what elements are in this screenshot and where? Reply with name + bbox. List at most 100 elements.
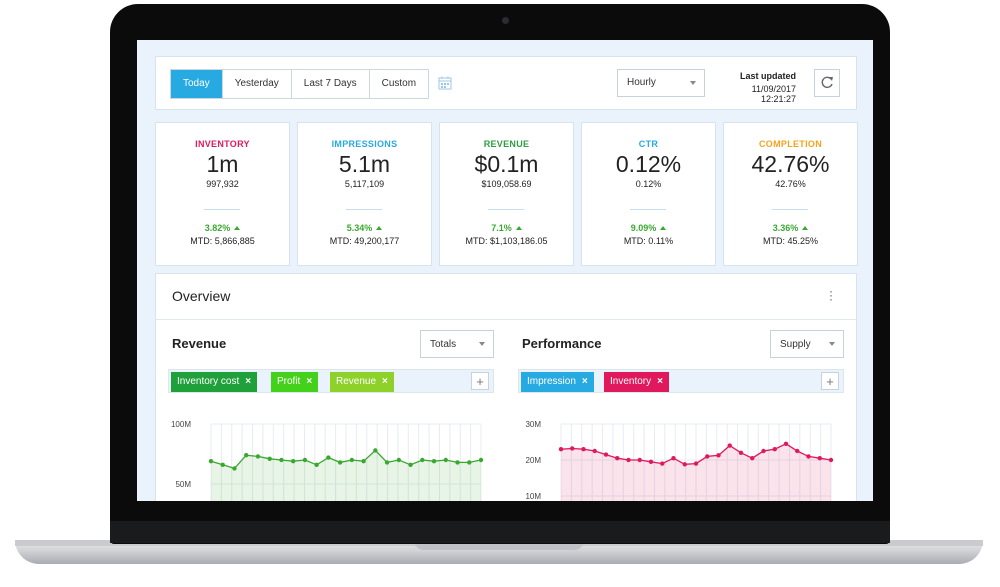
kpi-mtd: MTD: 5,866,885 — [190, 236, 255, 246]
revenue-chart: 100M 50M — [171, 420, 484, 501]
kpi-change: 5.34% — [298, 223, 431, 233]
data-point[interactable] — [603, 452, 609, 457]
overview-title: Overview — [172, 288, 231, 304]
data-point[interactable] — [384, 460, 390, 465]
add-metric-button[interactable]: + — [471, 372, 489, 390]
tag-inventory-cost[interactable]: Inventory cost × — [171, 372, 258, 392]
close-icon[interactable]: × — [382, 376, 388, 387]
data-point[interactable] — [592, 448, 597, 454]
kpi-change: 3.82% — [156, 223, 289, 233]
range-yesterday-button[interactable]: Yesterday — [222, 70, 292, 98]
tag-revenue[interactable]: Revenue × — [330, 372, 394, 392]
kpi-value: 0.12% — [615, 151, 682, 177]
kpi-change: 7.1% — [440, 223, 573, 233]
data-point[interactable] — [431, 459, 437, 464]
data-point[interactable] — [279, 457, 284, 463]
kpi-mtd: MTD: 49,200,177 — [329, 236, 400, 246]
kpi-exact-value: 0.12% — [635, 179, 662, 189]
kpi-card-ctr: CTR 0.12% 0.12% 9.09% MTD: 0.11% — [581, 122, 716, 266]
data-point[interactable] — [671, 456, 676, 461]
data-point[interactable] — [682, 462, 687, 467]
data-point[interactable] — [705, 454, 710, 459]
tag-label: Inventory cost — [177, 376, 240, 387]
data-point[interactable] — [750, 456, 755, 461]
data-point[interactable] — [420, 457, 425, 463]
revenue-totals-select[interactable]: Totals — [420, 330, 494, 358]
kpi-change: 3.36% — [724, 223, 857, 233]
data-point[interactable] — [783, 441, 789, 446]
data-point[interactable] — [326, 455, 331, 460]
data-point[interactable] — [581, 447, 586, 452]
calendar-icon[interactable] — [438, 76, 452, 90]
close-icon[interactable]: × — [245, 376, 252, 387]
toolbar: Today Yesterday Last 7 Days Custom Hourl… — [155, 56, 857, 110]
kpi-mtd: MTD: 45.25% — [762, 236, 819, 246]
data-point[interactable] — [255, 454, 261, 459]
performance-supply-select[interactable]: Supply — [770, 330, 844, 358]
close-icon[interactable]: × — [306, 376, 313, 387]
data-point[interactable] — [337, 460, 343, 465]
data-point[interactable] — [558, 447, 564, 452]
data-point[interactable] — [349, 457, 355, 463]
kpi-title: CTR — [638, 139, 659, 149]
divider — [630, 209, 666, 210]
data-point[interactable] — [626, 457, 631, 463]
close-icon[interactable]: × — [657, 376, 663, 387]
data-point[interactable] — [660, 461, 665, 466]
data-point[interactable] — [795, 448, 800, 454]
data-point[interactable] — [693, 461, 699, 466]
data-point[interactable] — [361, 459, 366, 464]
chevron-down-icon — [479, 342, 485, 346]
data-point[interactable] — [615, 456, 620, 461]
more-options-icon[interactable]: · · · — [829, 284, 833, 306]
kpi-change-value: 7.1% — [491, 223, 512, 233]
data-point[interactable] — [267, 456, 272, 461]
range-last-7-days-button[interactable]: Last 7 Days — [291, 70, 370, 98]
data-point[interactable] — [738, 450, 744, 455]
data-point[interactable] — [828, 457, 834, 463]
data-point[interactable] — [220, 462, 225, 467]
kpi-change-value: 3.36% — [772, 223, 799, 233]
data-point[interactable] — [648, 459, 654, 464]
divider — [488, 209, 524, 210]
data-point[interactable] — [637, 457, 642, 463]
data-point[interactable] — [761, 448, 766, 454]
refresh-button[interactable] — [814, 69, 840, 97]
data-point[interactable] — [806, 454, 811, 459]
refresh-icon — [821, 76, 833, 89]
data-point[interactable] — [290, 459, 296, 464]
data-point[interactable] — [467, 460, 472, 465]
data-point[interactable] — [244, 453, 249, 458]
range-custom-button[interactable]: Custom — [369, 70, 429, 98]
data-point[interactable] — [232, 466, 237, 471]
range-today-button[interactable]: Today — [171, 70, 223, 98]
data-point[interactable] — [727, 443, 732, 448]
data-point[interactable] — [772, 447, 777, 452]
tag-label: Impression — [527, 376, 576, 387]
data-point[interactable] — [314, 462, 319, 467]
interval-select[interactable]: Hourly — [617, 69, 705, 97]
data-point[interactable] — [443, 457, 448, 463]
kpi-mtd: MTD: $1,103,186.05 — [465, 236, 548, 246]
arrow-up-icon — [376, 226, 383, 230]
data-point[interactable] — [396, 457, 402, 463]
revenue-panel-title: Revenue — [172, 336, 227, 351]
data-point[interactable] — [408, 462, 413, 467]
data-point[interactable] — [373, 448, 378, 453]
close-icon[interactable]: × — [581, 376, 588, 387]
tag-profit[interactable]: Profit × — [271, 372, 319, 392]
divider — [156, 319, 856, 320]
chevron-down-icon — [690, 81, 696, 85]
tag-impression[interactable]: Impression × — [521, 372, 594, 392]
data-point[interactable] — [455, 460, 460, 465]
data-point[interactable] — [302, 457, 308, 463]
add-metric-button[interactable]: + — [821, 372, 839, 390]
data-point[interactable] — [208, 459, 214, 464]
divider — [346, 209, 382, 210]
data-point[interactable] — [716, 453, 721, 458]
data-point[interactable] — [478, 457, 484, 463]
data-point[interactable] — [817, 456, 822, 461]
data-point[interactable] — [570, 446, 575, 451]
tag-inventory[interactable]: Inventory × — [604, 372, 669, 392]
revenue-select-value: Totals — [430, 339, 457, 350]
